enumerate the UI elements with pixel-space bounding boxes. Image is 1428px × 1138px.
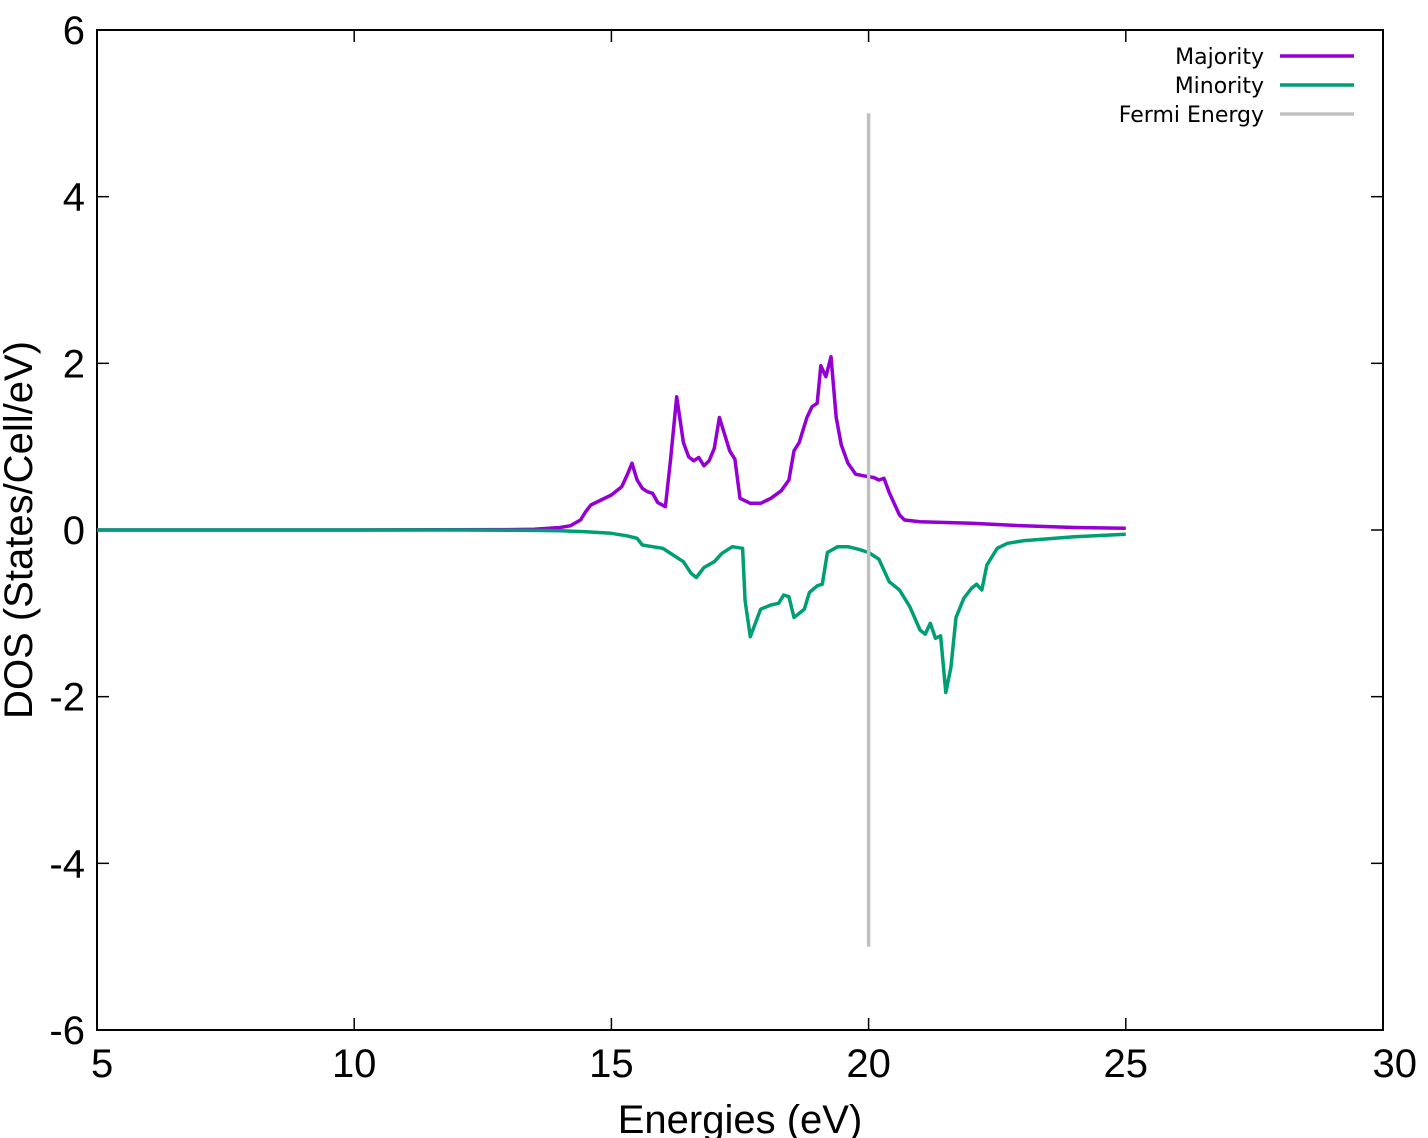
legend: Majority Minority Fermi Energy (1119, 45, 1354, 128)
x-axis-ticks: 5 10 15 20 25 30 (91, 30, 1417, 1086)
x-tick-label: 25 (1104, 1042, 1149, 1086)
x-tick-label: 10 (332, 1042, 377, 1086)
y-axis-title: DOS (States/Cell/eV) (0, 341, 41, 719)
y-tick-label: -2 (49, 676, 85, 720)
legend-label-fermi-energy: Fermi Energy (1119, 103, 1264, 128)
series-layer (97, 113, 1126, 947)
y-tick-label: -6 (49, 1009, 85, 1053)
series-line-majority (97, 354, 1126, 532)
x-tick-label: 30 (1373, 1042, 1418, 1086)
y-tick-label: 0 (63, 509, 85, 553)
y-tick-label: 4 (63, 176, 85, 220)
y-tick-label: 2 (63, 342, 85, 386)
x-tick-label: 15 (589, 1042, 634, 1086)
legend-label-minority: Minority (1175, 74, 1264, 99)
x-tick-label: 20 (846, 1042, 891, 1086)
x-axis-title: Energies (eV) (618, 1098, 863, 1138)
y-tick-label: 6 (63, 9, 85, 53)
series-line-minority (97, 528, 1126, 695)
x-tick-label: 5 (91, 1042, 113, 1086)
y-tick-label: -4 (49, 842, 85, 886)
legend-label-majority: Majority (1175, 45, 1264, 70)
